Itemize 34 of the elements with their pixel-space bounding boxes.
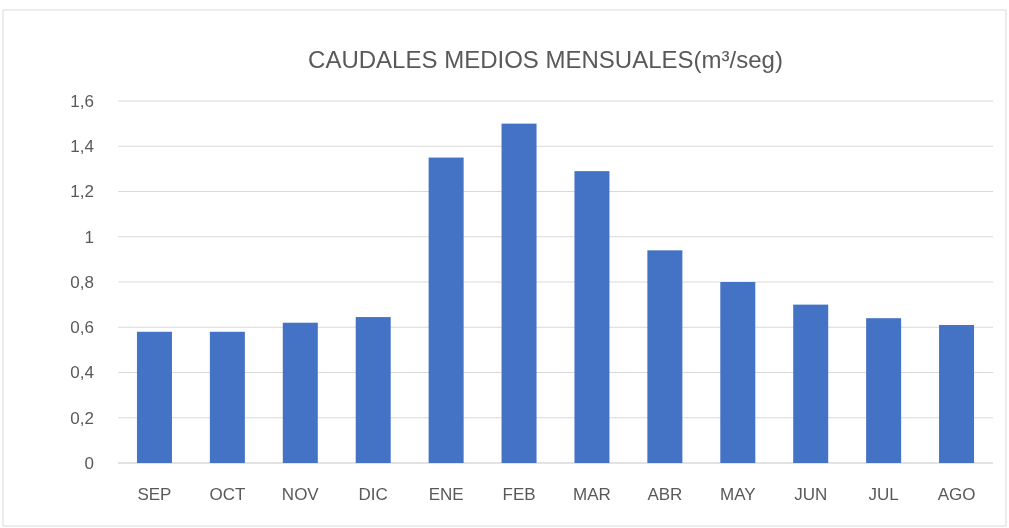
x-tick-label: AGO	[937, 485, 976, 504]
x-tick-label: NOV	[281, 485, 320, 504]
bar	[501, 123, 537, 463]
y-tick-label: 0,4	[70, 363, 94, 383]
y-tick-label: 0	[84, 453, 94, 473]
x-tick-label: JUN	[794, 485, 828, 504]
bar	[282, 322, 318, 463]
bar	[355, 317, 391, 463]
x-tick-label: MAY	[720, 485, 756, 504]
x-tick-label: FEB	[502, 485, 536, 504]
bar	[647, 250, 683, 463]
x-tick-label: SEP	[137, 485, 172, 504]
x-tick-label: ABR	[647, 485, 683, 504]
bar	[793, 304, 829, 463]
x-tick-label: MAR	[573, 485, 611, 504]
y-tick-label: 1	[84, 227, 94, 247]
bar	[866, 318, 902, 463]
bar	[136, 331, 172, 463]
chart-title: CAUDALES MEDIOS MENSUALES(m³/seg)	[308, 46, 783, 73]
x-tick-label: DIC	[358, 485, 388, 504]
y-tick-label: 0,6	[70, 318, 94, 338]
y-tick-label: 1,6	[70, 91, 94, 111]
x-tick-label: JUL	[868, 485, 899, 504]
x-tick-label: OCT	[209, 485, 246, 504]
bar	[428, 157, 464, 463]
bar	[939, 324, 975, 463]
y-tick-label: 0,8	[70, 272, 94, 292]
y-tick-label: 0,2	[70, 408, 94, 428]
bar	[209, 331, 245, 463]
bar	[720, 282, 756, 463]
bar	[574, 171, 610, 463]
x-tick-label: ENE	[428, 485, 464, 504]
y-tick-label: 1,4	[70, 137, 94, 157]
y-tick-label: 1,2	[70, 182, 94, 202]
